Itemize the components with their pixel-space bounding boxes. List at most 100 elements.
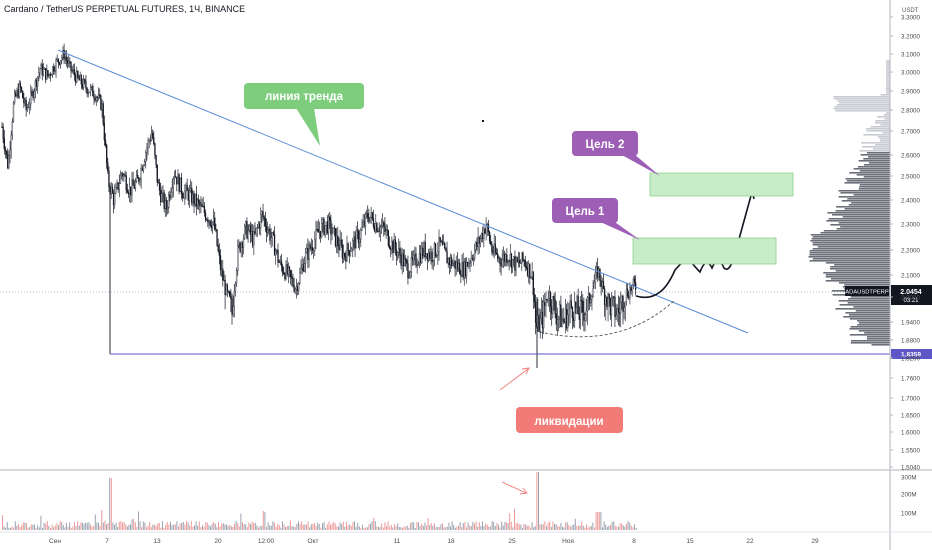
volume-bar (40, 515, 42, 530)
candle-body (484, 228, 486, 234)
candle-body (325, 221, 327, 226)
volume-profile-bar (825, 274, 890, 276)
volume-bar (334, 523, 336, 530)
volume-bar (203, 526, 205, 530)
candle-body (232, 306, 234, 315)
candle-body (309, 244, 311, 250)
volume-profile-bar (850, 326, 890, 328)
candle-body (471, 257, 473, 260)
volume-bar (525, 524, 527, 530)
volume-bar (605, 524, 607, 530)
candle-body (393, 239, 395, 253)
volume-bar (96, 522, 98, 530)
volume-bar (410, 522, 411, 530)
volume-bar (18, 524, 19, 530)
candle-body (415, 253, 417, 266)
volume-bar (288, 525, 290, 530)
volume-bar (598, 512, 600, 530)
candle-body (493, 243, 495, 254)
candle-body (578, 313, 580, 320)
candle-body (537, 314, 539, 328)
candle-body (500, 263, 502, 267)
candle-body (28, 103, 31, 108)
candle-body (579, 299, 582, 320)
candle-body (278, 261, 280, 264)
candle-body (291, 276, 293, 279)
candle-body (319, 230, 322, 237)
candle-body (515, 257, 517, 271)
candle-body (517, 259, 520, 262)
candle-body (134, 181, 137, 189)
price-tick-label: 2.6000 (901, 153, 920, 160)
volume-bar (26, 523, 27, 530)
volume-bar (416, 521, 418, 530)
candle-body (32, 91, 34, 98)
volume-bar (202, 524, 203, 530)
candle-body (424, 242, 426, 258)
candle-body (618, 312, 621, 314)
volume-profile-bar (848, 314, 890, 316)
volume-profile-bar (838, 196, 890, 198)
candle-body (346, 243, 348, 262)
candle-body (290, 270, 292, 277)
volume-bar (254, 522, 256, 530)
candle-body (384, 226, 386, 232)
candle-body (624, 301, 626, 308)
volume-bar (422, 525, 424, 530)
candle-body (556, 319, 559, 325)
volume-bar (560, 523, 562, 530)
volume-profile-bar (883, 114, 890, 116)
volume-bar (358, 526, 360, 530)
candle-body (296, 286, 299, 291)
candle-body (164, 200, 166, 209)
candle-body (15, 92, 17, 97)
candle-body (192, 193, 194, 203)
candle-body (169, 194, 171, 198)
volume-bar (141, 527, 143, 530)
candle-body (99, 94, 101, 97)
candle-body (73, 69, 76, 76)
volume-bar (507, 523, 509, 530)
candle-body (439, 237, 441, 242)
volume-bar (488, 526, 490, 530)
volume-bar (574, 518, 576, 530)
candle-body (229, 291, 231, 297)
candle-body (300, 268, 302, 274)
candle-body (25, 99, 27, 110)
volume-profile-bar (866, 152, 890, 154)
volume-bar (400, 527, 402, 530)
volume-bar (398, 526, 400, 530)
candle-body (253, 231, 255, 246)
volume-bar (88, 522, 90, 530)
candle-body (313, 250, 315, 252)
volume-profile-bar (844, 208, 890, 210)
volume-bar (472, 521, 474, 530)
volume-bar (512, 527, 514, 530)
trend-label-text: линия тренда (265, 91, 344, 103)
volume-bar (29, 526, 31, 530)
candle-body (26, 107, 28, 110)
volume-profile-bar (849, 318, 890, 320)
volume-bar (370, 523, 371, 530)
volume-bar (421, 523, 423, 530)
time-tick-label: Окт (308, 538, 319, 545)
candle-body (353, 236, 355, 241)
volume-profile-bar (812, 236, 890, 238)
volume-profile-bar (886, 72, 890, 74)
volume-bar (530, 527, 531, 530)
candle-body (541, 311, 544, 329)
volume-bar (478, 522, 480, 530)
candle-body (71, 70, 73, 72)
volume-profile-bar (832, 214, 890, 216)
time-tick-label: 18 (447, 538, 455, 545)
candle-body (562, 318, 564, 322)
candle-body (607, 293, 609, 307)
volume-profile-bar (844, 182, 890, 184)
volume-profile-bar (875, 144, 890, 146)
volume-bar (264, 511, 266, 530)
candle-body (246, 221, 248, 239)
volume-bar (213, 521, 215, 530)
candle-body (315, 228, 317, 240)
volume-profile-bar (886, 84, 890, 86)
